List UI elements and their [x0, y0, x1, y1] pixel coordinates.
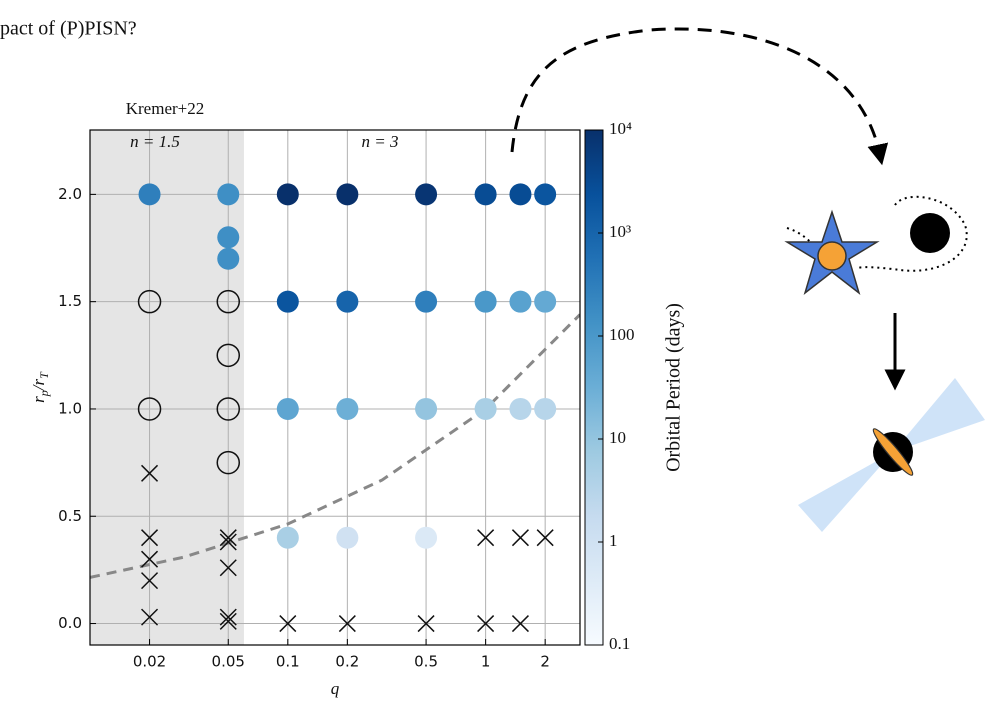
page-title: pact of (P)PISN? — [0, 18, 137, 40]
figure: pact of (P)PISN? 0.02 0.05 0.1 0.2 0.5 1 2 0.0 0… — [0, 0, 987, 705]
colorbar-tick-label: 1 — [609, 531, 618, 550]
data-point — [336, 291, 358, 313]
data-point — [139, 183, 161, 205]
data-point — [509, 183, 531, 205]
y-tick-label: 0.5 — [58, 507, 82, 525]
data-point — [475, 398, 497, 420]
data-point — [336, 398, 358, 420]
y-tick-label: 2.0 — [58, 185, 82, 203]
data-point — [415, 291, 437, 313]
x-axis-label: q — [331, 679, 340, 698]
data-point — [277, 183, 299, 205]
shaded-region — [90, 130, 244, 645]
data-point — [415, 527, 437, 549]
data-point — [336, 183, 358, 205]
data-point — [415, 398, 437, 420]
annotation: n = 3 — [362, 132, 399, 151]
star-core — [818, 242, 846, 270]
black-hole — [910, 213, 950, 253]
page: {"title": "pact of (P)PISN?", "chart_dat… — [0, 0, 987, 705]
x-tick-label: 1 — [481, 653, 491, 671]
colorbar-tick-label: 0.1 — [609, 634, 630, 653]
colorbar — [585, 130, 603, 645]
colorbar-label: Orbital Period (days) — [663, 303, 685, 472]
x-tick-label: 2 — [540, 653, 550, 671]
annotation: Kremer+22 — [126, 99, 205, 118]
data-point — [534, 291, 556, 313]
colorbar-tick-label: 10 — [609, 428, 626, 447]
data-point — [534, 183, 556, 205]
data-point — [509, 291, 531, 313]
data-point — [277, 398, 299, 420]
y-tick-label: 1.0 — [58, 399, 82, 417]
data-point — [512, 530, 528, 546]
x-tick-label: 0.1 — [276, 653, 300, 671]
x-tick-label: 0.5 — [414, 653, 438, 671]
data-point — [277, 527, 299, 549]
dashed-arrow — [512, 29, 880, 155]
data-point — [336, 527, 358, 549]
data-point — [534, 398, 556, 420]
data-point — [475, 183, 497, 205]
data-point — [217, 183, 239, 205]
y-axis-label: rp/rT — [29, 371, 51, 403]
colorbar-tick-label: 100 — [609, 325, 635, 344]
colorbar-tick-label: 10⁴ — [609, 119, 632, 138]
x-tick-label: 0.2 — [335, 653, 359, 671]
y-tick-label: 1.5 — [58, 292, 82, 310]
colorbar-tick-label: 10³ — [609, 222, 631, 241]
data-point — [217, 226, 239, 248]
x-tick-label: 0.02 — [133, 653, 166, 671]
annotation: n = 1.5 — [130, 132, 180, 151]
data-point — [277, 291, 299, 313]
y-tick-label: 0.0 — [58, 614, 82, 632]
x-tick-label: 0.05 — [212, 653, 245, 671]
data-point — [475, 291, 497, 313]
data-point — [217, 248, 239, 270]
data-point — [415, 183, 437, 205]
data-point — [509, 398, 531, 420]
